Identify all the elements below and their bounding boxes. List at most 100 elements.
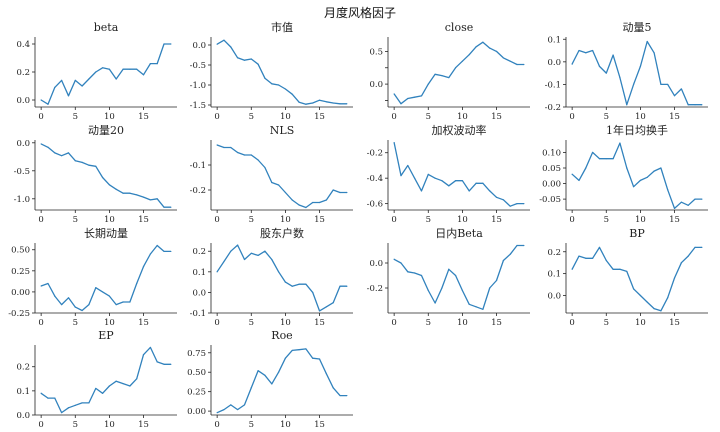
series-line	[40, 244, 171, 312]
data-point	[461, 180, 464, 182]
data-point	[653, 52, 655, 54]
subplot-13: Roe 0 5 10 15 0.00 0.25 0.50 0.75	[187, 329, 353, 430]
data-point	[243, 154, 246, 156]
data-point	[578, 255, 580, 257]
subplot-11: BP 0 5 10 15 0.0 0.1 0.2	[547, 227, 708, 328]
y-tick-label: -0.2	[545, 103, 561, 113]
y-tick-label: -0.1	[545, 80, 561, 90]
x-tick-label: 5	[73, 420, 78, 430]
data-point	[108, 295, 111, 297]
series-line	[40, 143, 171, 208]
subplot-title: NLS	[270, 124, 294, 137]
data-point	[578, 179, 580, 182]
data-point	[40, 392, 42, 394]
data-point	[223, 408, 225, 411]
data-point	[170, 206, 172, 208]
data-point	[237, 408, 239, 411]
x-tick-label: 15	[314, 215, 325, 225]
data-point	[339, 191, 341, 194]
data-point	[619, 142, 621, 144]
data-point	[598, 158, 601, 160]
data-point	[646, 176, 648, 178]
data-point	[142, 266, 145, 268]
data-point	[407, 164, 409, 167]
data-point	[687, 255, 689, 257]
data-point	[332, 387, 334, 389]
x-tick-label: 15	[314, 318, 325, 328]
subplot-title: beta	[94, 21, 119, 34]
x-tick-label: 15	[138, 318, 149, 328]
data-point	[156, 361, 158, 363]
data-point	[325, 199, 327, 201]
data-point	[605, 158, 607, 160]
data-point	[67, 297, 70, 299]
data-point	[170, 43, 172, 45]
data-point	[156, 198, 158, 200]
subplot-12: EP 0 5 10 15 0.0 0.1 0.2	[16, 329, 177, 430]
data-point	[448, 76, 450, 79]
x-tick-label: 15	[669, 215, 680, 225]
data-point	[482, 182, 484, 184]
data-point	[216, 144, 218, 146]
data-point	[170, 250, 172, 253]
x-tick-label: 5	[249, 318, 254, 328]
data-point	[54, 86, 56, 88]
data-point	[346, 191, 348, 194]
x-tick-label: 0	[214, 112, 219, 122]
y-tick-label: 0.1	[547, 270, 561, 280]
data-point	[291, 349, 293, 352]
data-point	[420, 190, 423, 192]
x-tick-label: 15	[138, 420, 149, 430]
data-point	[230, 404, 232, 406]
data-point	[298, 101, 300, 103]
y-tick-label: 0.00	[542, 180, 561, 190]
data-point	[646, 40, 648, 43]
subplot-title: EP	[98, 329, 114, 342]
data-point	[639, 294, 642, 297]
data-point	[61, 79, 63, 81]
data-point	[619, 268, 621, 270]
data-point	[115, 188, 117, 190]
y-tick-label: 0.0	[369, 259, 383, 269]
data-point	[578, 49, 580, 52]
subplot-title: 加权波动率	[432, 123, 487, 137]
series-line	[216, 244, 347, 312]
data-point	[516, 203, 518, 205]
data-point	[694, 104, 696, 106]
data-point	[271, 258, 273, 261]
x-tick-label: 0	[391, 215, 396, 225]
data-point	[237, 244, 239, 246]
data-point	[163, 43, 165, 45]
data-point	[325, 306, 327, 308]
data-point	[332, 102, 334, 104]
data-point	[47, 397, 49, 399]
data-point	[47, 103, 49, 105]
x-tick-label: 10	[457, 215, 468, 225]
data-point	[115, 380, 117, 382]
data-point	[81, 161, 83, 163]
y-tick-label: 0.0	[192, 41, 206, 51]
data-point	[325, 101, 327, 103]
x-tick-label: 15	[669, 318, 680, 328]
data-point	[237, 151, 239, 154]
x-tick-label: 10	[104, 318, 115, 328]
data-point	[585, 257, 587, 259]
data-point	[257, 370, 259, 372]
x-tick-label: 5	[426, 112, 431, 122]
y-tick-label: 0.00	[187, 407, 206, 417]
data-point	[680, 88, 682, 90]
data-point	[687, 104, 689, 106]
x-tick-label: 15	[491, 318, 502, 328]
y-tick-label: -0.2	[190, 186, 206, 196]
data-point	[482, 41, 484, 43]
data-point	[653, 308, 655, 310]
y-tick-label: 0.2	[16, 363, 30, 373]
data-point	[129, 385, 131, 387]
data-point	[129, 192, 131, 194]
data-point	[660, 310, 662, 312]
data-point	[243, 404, 246, 406]
data-point	[509, 205, 511, 207]
y-tick-label: -1.5	[190, 101, 206, 111]
data-point	[427, 83, 429, 85]
data-point	[407, 271, 409, 273]
